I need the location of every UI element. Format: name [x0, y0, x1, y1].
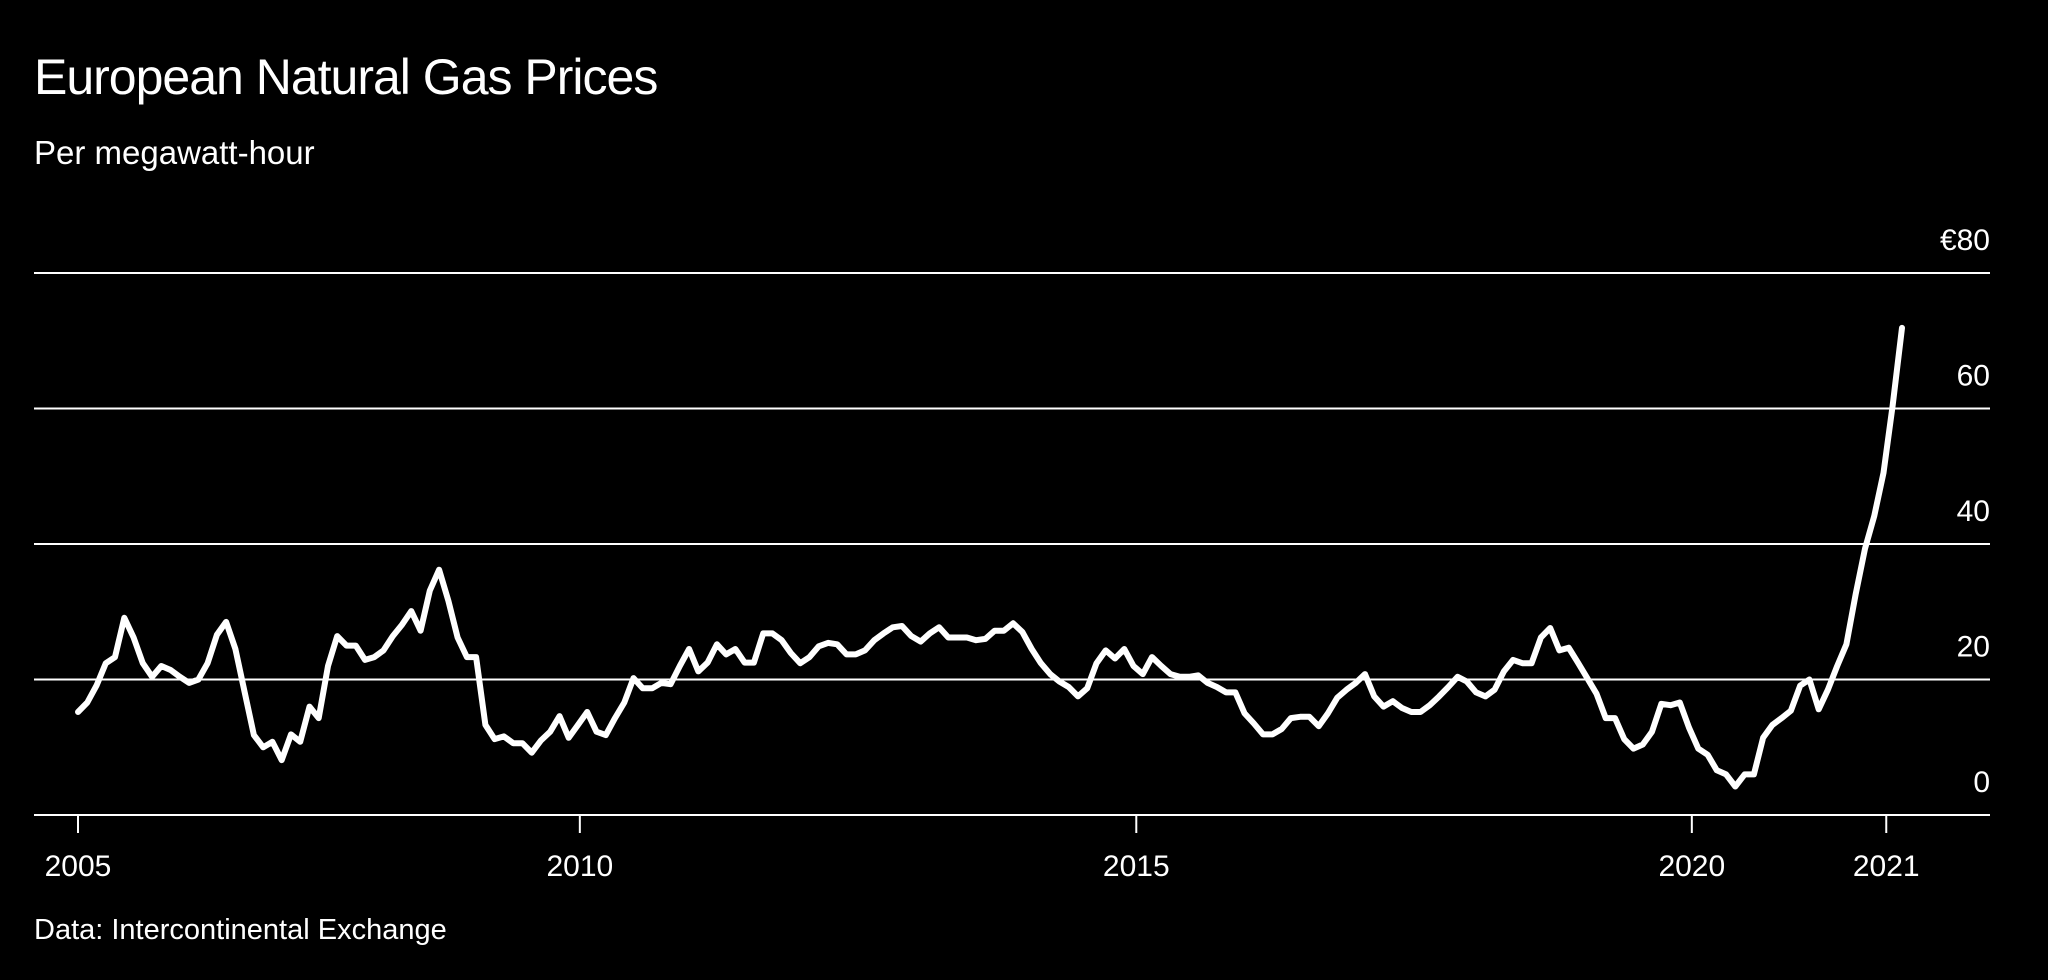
- chart-title: European Natural Gas Prices: [34, 49, 658, 105]
- x-tick-label: 2010: [546, 850, 613, 883]
- y-tick-label: 60: [1957, 360, 1990, 393]
- y-tick-label: 0: [1973, 766, 1990, 799]
- x-tick-label: 2021: [1853, 850, 1920, 883]
- x-tick-label: 2015: [1103, 850, 1170, 883]
- y-tick-label: €80: [1940, 224, 1990, 257]
- price-series-line: [75, 324, 1905, 790]
- x-tick-label: 2005: [45, 850, 112, 883]
- data-source: Data: Intercontinental Exchange: [34, 914, 447, 946]
- x-tick-label: 2020: [1658, 850, 1725, 883]
- y-tick-label: 20: [1957, 631, 1990, 664]
- y-tick-label: 40: [1957, 495, 1990, 528]
- chart-subtitle: Per megawatt-hour: [34, 134, 315, 171]
